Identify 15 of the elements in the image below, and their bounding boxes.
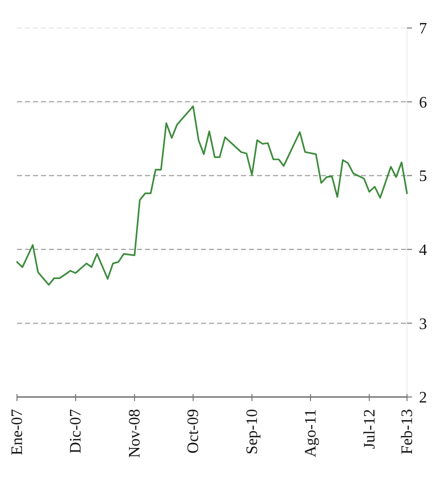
x-tick-label: Ene-07 [9,409,26,456]
y-tick-label: 3 [419,316,427,333]
x-tick-label: Nov-08 [126,409,144,458]
x-tick-label: Jul-12 [361,409,378,449]
x-tick-label: Dic-07 [68,409,85,454]
x-tick-label: Feb-13 [399,409,416,454]
x-tick-label: Sep-10 [244,409,261,454]
y-tick-label: 4 [419,242,427,259]
y-tick-label: 2 [419,390,427,407]
y-tick-label: 5 [419,168,427,186]
line-series [16,105,408,286]
x-tick-label: Oct-09 [185,409,202,454]
y-tick-label: 7 [419,20,427,38]
x-tick-label: Ago-11 [302,409,320,458]
y-tick-label: 6 [419,94,427,112]
